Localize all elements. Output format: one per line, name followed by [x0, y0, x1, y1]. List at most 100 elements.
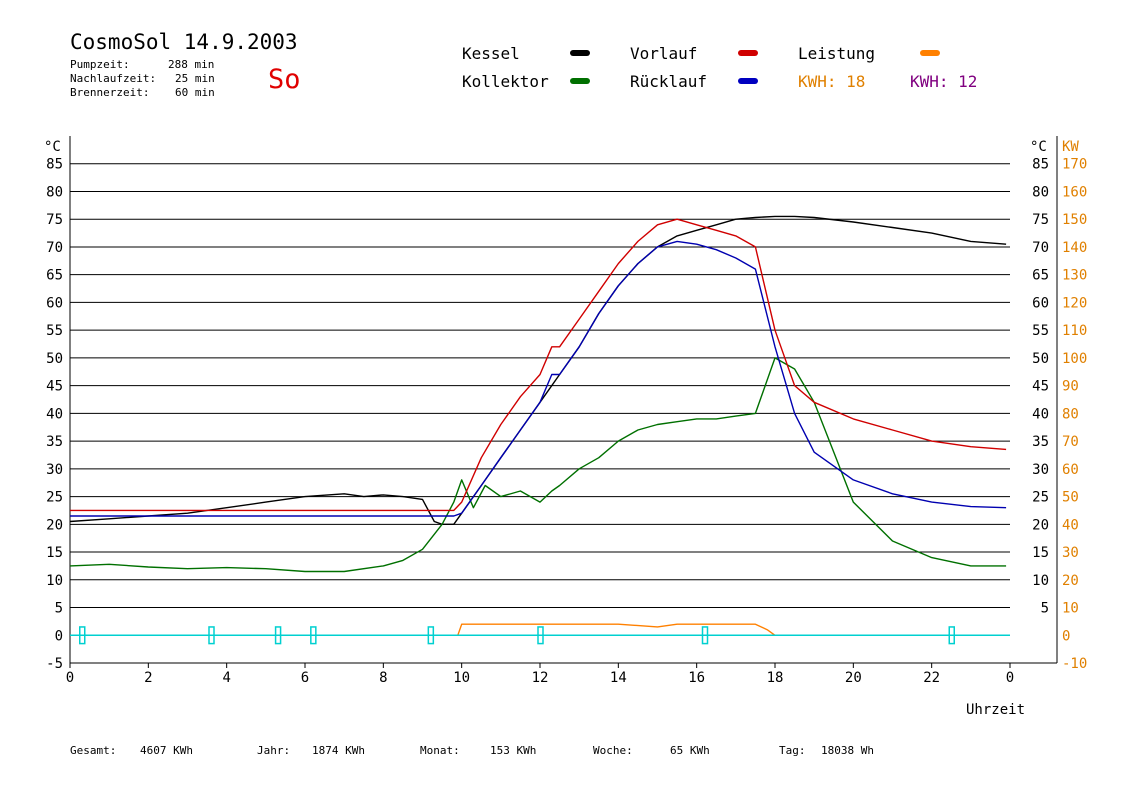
y-tick-label-right-power: 60 [1062, 462, 1079, 478]
legend-ruecklauf-marker [738, 78, 758, 84]
y-tick-label-right-power: 70 [1062, 434, 1079, 450]
y-tick-label-left: 25 [46, 490, 63, 506]
y-tick-label-right-power: 30 [1062, 545, 1079, 561]
x-axis-label: Uhrzeit [966, 702, 1025, 718]
y-tick-label-left: 5 [55, 601, 63, 617]
y-tick-label-right-temp: 65 [1032, 268, 1049, 284]
chart-grid [70, 163, 1010, 636]
x-tick-label: 10 [453, 670, 470, 686]
x-tick-label: 16 [688, 670, 705, 686]
legend-kessel: Kessel [462, 44, 520, 63]
y-tick-label-right-power: 140 [1062, 240, 1087, 256]
legend-kwh-purple: KWH: 12 [910, 72, 978, 91]
y-tick-label-right-temp: 25 [1032, 490, 1049, 506]
y-tick-label-left: 50 [46, 351, 63, 367]
legend-vorlauf-marker [738, 50, 758, 56]
x-tick-label: 0 [1006, 670, 1014, 686]
series-kessel [69, 215, 1007, 525]
y-tick-label-left: 15 [46, 545, 63, 561]
y-tick-label-right-temp: 85 [1032, 157, 1049, 173]
x-tick-label: 8 [379, 670, 387, 686]
week-label: Woche: [593, 744, 633, 757]
series-leistung [70, 623, 1010, 636]
chart-axes [69, 136, 1058, 668]
legend-leistung-marker [920, 50, 940, 56]
y-unit-right-power: KW [1062, 139, 1079, 155]
chart-tick-labels: -505101520253035404550556065707580855101… [44, 139, 1087, 718]
brenner-time-value: 60 min [175, 86, 215, 99]
legend-leistung: Leistung [798, 44, 876, 63]
pump-time-label: Pumpzeit: [70, 58, 130, 71]
day-total-label: Tag: [779, 744, 806, 757]
legend-kollektor: Kollektor [462, 72, 549, 91]
y-tick-label-right-power: 160 [1062, 184, 1087, 200]
month-label: Monat: [420, 744, 460, 757]
y-tick-label-right-temp: 20 [1032, 517, 1049, 533]
x-tick-label: 4 [222, 670, 230, 686]
y-tick-label-right-temp: 35 [1032, 434, 1049, 450]
y-tick-label-left: 55 [46, 323, 63, 339]
x-tick-label: 0 [66, 670, 74, 686]
y-tick-label-left: 70 [46, 240, 63, 256]
y-tick-label-right-power: 100 [1062, 351, 1087, 367]
y-tick-label-right-power: 150 [1062, 212, 1087, 228]
y-tick-label-right-temp: 5 [1041, 601, 1049, 617]
x-tick-label: 18 [767, 670, 784, 686]
chart-title: CosmoSol 14.9.2003 [70, 30, 298, 54]
year-value: 1874 KWh [312, 744, 365, 757]
y-tick-label-left: 0 [55, 628, 63, 644]
y-tick-label-left: 30 [46, 462, 63, 478]
weekday-label: So [268, 64, 301, 95]
x-tick-label: 2 [144, 670, 152, 686]
y-tick-label-right-power: 130 [1062, 268, 1087, 284]
legend-kwh-orange: KWH: 18 [798, 72, 866, 91]
y-tick-label-right-power: 40 [1062, 517, 1079, 533]
legend-kollektor-marker [570, 78, 590, 84]
y-tick-label-right-temp: 75 [1032, 212, 1049, 228]
chart-series [69, 215, 1010, 645]
x-tick-label: 12 [532, 670, 549, 686]
y-tick-label-right-temp: 70 [1032, 240, 1049, 256]
nachlauf-time-label: Nachlaufzeit: [70, 72, 157, 85]
y-tick-label-left: 20 [46, 517, 63, 533]
y-tick-label-right-temp: 45 [1032, 379, 1049, 395]
x-tick-label: 22 [923, 670, 940, 686]
total-label: Gesamt: [70, 744, 117, 757]
y-tick-label-right-power: 120 [1062, 295, 1087, 311]
series-ruecklauf [70, 240, 1007, 517]
legend-kessel-marker [570, 50, 590, 56]
y-tick-label-right-temp: 55 [1032, 323, 1049, 339]
series-vorlauf [70, 218, 1007, 512]
y-tick-label-right-power: 0 [1062, 628, 1070, 644]
y-tick-label-right-temp: 30 [1032, 462, 1049, 478]
month-value: 153 KWh [490, 744, 537, 757]
day-total-value: 18038 Wh [821, 744, 874, 757]
pump-time-value: 288 min [168, 58, 215, 71]
y-tick-label-right-temp: 80 [1032, 184, 1049, 200]
y-tick-label-left: 60 [46, 295, 63, 311]
brenner-time-label: Brennerzeit: [70, 86, 150, 99]
y-tick-label-right-temp: 15 [1032, 545, 1049, 561]
week-value: 65 KWh [670, 744, 710, 757]
y-tick-label-right-temp: 10 [1032, 573, 1049, 589]
y-unit-right-temp: °C [1030, 139, 1047, 155]
y-tick-label-right-power: 110 [1062, 323, 1087, 339]
y-tick-label-left: 35 [46, 434, 63, 450]
y-tick-label-right-power: 50 [1062, 490, 1079, 506]
y-tick-label-left: 65 [46, 268, 63, 284]
total-value: 4607 KWh [140, 744, 193, 757]
x-tick-label: 14 [610, 670, 627, 686]
y-tick-label-right-power: 20 [1062, 573, 1079, 589]
y-tick-label-left: 10 [46, 573, 63, 589]
y-tick-label-left: -5 [46, 656, 63, 672]
y-tick-label-left: 80 [46, 184, 63, 200]
y-tick-label-right-temp: 60 [1032, 295, 1049, 311]
year-label: Jahr: [257, 744, 291, 757]
legend-ruecklauf: Rücklauf [630, 72, 708, 91]
series-kollektor [69, 357, 1007, 573]
x-tick-label: 20 [845, 670, 862, 686]
y-tick-label-right-power: 170 [1062, 157, 1087, 173]
legend-vorlauf: Vorlauf [630, 44, 698, 63]
y-tick-label-right-power: 80 [1062, 406, 1079, 422]
y-tick-label-left: 40 [46, 406, 63, 422]
